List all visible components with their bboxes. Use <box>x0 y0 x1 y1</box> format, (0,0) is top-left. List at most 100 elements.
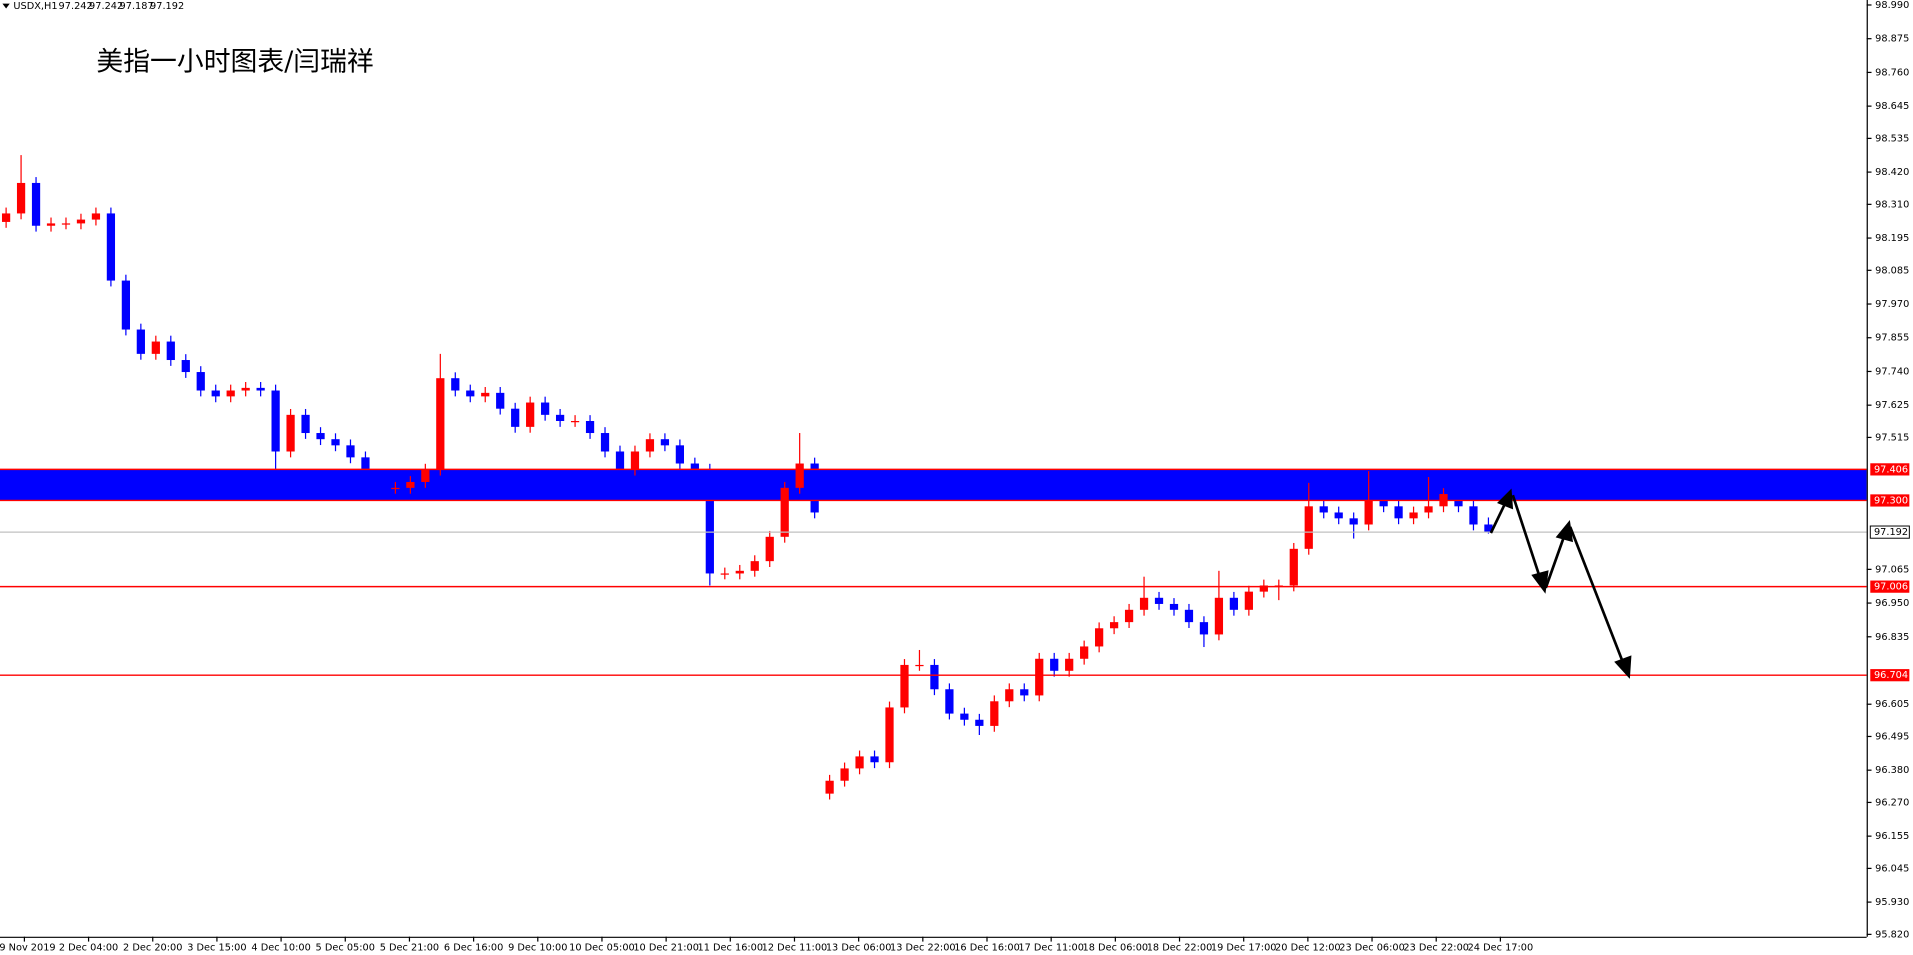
current-price-box <box>1869 525 1910 539</box>
candle-body <box>421 469 430 482</box>
y-tick-label: 96.380 <box>1875 765 1909 776</box>
x-tick-label: 5 Dec 05:00 <box>316 943 375 954</box>
candle-body <box>825 780 834 794</box>
candle-body <box>555 414 565 422</box>
y-tick-label: 98.420 <box>1875 167 1909 178</box>
candle-body <box>526 402 535 427</box>
candle-body <box>615 451 625 470</box>
candle-body <box>1124 609 1134 623</box>
x-tick-label: 10 Dec 05:00 <box>569 943 635 954</box>
candle-body <box>226 390 235 397</box>
candle-body <box>151 341 160 354</box>
candle-body <box>795 463 804 488</box>
candle-body <box>91 213 101 220</box>
x-tick-label: 9 Dec 10:00 <box>508 943 567 954</box>
x-tick-label: 24 Dec 17:00 <box>1468 943 1534 954</box>
candle-body <box>1109 622 1119 629</box>
x-tick-label: 18 Dec 06:00 <box>1083 943 1149 954</box>
candle-body <box>451 378 460 391</box>
candle-body <box>585 421 595 434</box>
x-tick-label: 13 Dec 22:00 <box>890 943 956 954</box>
y-tick-label: 98.195 <box>1875 233 1909 244</box>
candle-body <box>855 756 864 769</box>
candle-body <box>1424 506 1433 513</box>
candle-body <box>316 433 325 440</box>
y-tick-label: 96.835 <box>1875 632 1909 643</box>
candle-body <box>600 433 610 452</box>
header-close: 97.192 <box>150 1 184 12</box>
x-tick-label: 12 Dec 11:00 <box>762 943 828 954</box>
candle-body <box>436 378 445 470</box>
x-tick-label: 19 Dec 17:00 <box>1211 943 1277 954</box>
header-low: 97.187 <box>120 1 154 12</box>
x-tick-label: 20 Dec 12:00 <box>1275 943 1341 954</box>
candle-body <box>1244 591 1253 610</box>
candle-body <box>1169 603 1179 610</box>
candle-body <box>31 182 41 226</box>
candle-body <box>1 213 11 222</box>
candle-body <box>750 561 759 571</box>
forecast-arrows <box>1489 488 1632 679</box>
candle-body <box>481 392 490 397</box>
resistance-band <box>0 469 1867 501</box>
candle-body <box>705 469 714 574</box>
x-tick-label: 5 Dec 21:00 <box>380 943 439 954</box>
candle-body <box>720 573 729 575</box>
candle-body <box>361 457 370 476</box>
symbol-menu-icon[interactable] <box>2 3 10 9</box>
x-tick-label: 13 Dec 06:00 <box>826 943 892 954</box>
candle-body <box>675 445 685 464</box>
candle-body <box>1214 597 1224 635</box>
x-tick-label: 18 Dec 22:00 <box>1147 943 1213 954</box>
candle-body <box>765 536 774 562</box>
candle-body <box>1184 609 1194 623</box>
band-layer <box>0 469 1867 501</box>
candle-body <box>1304 506 1313 549</box>
candle-body <box>496 392 505 409</box>
y-tick-label: 97.515 <box>1875 432 1909 443</box>
candle-body <box>885 707 894 763</box>
x-tick-label: 11 Dec 16:00 <box>698 943 764 954</box>
candle-body <box>870 756 879 763</box>
y-tick-label: 98.760 <box>1875 67 1909 78</box>
candle-body <box>271 390 280 452</box>
candle-body <box>1334 512 1343 519</box>
candle-body <box>1349 518 1358 525</box>
y-tick-label: 97.855 <box>1875 333 1909 344</box>
candle-body <box>541 402 550 415</box>
candle-body <box>1080 646 1089 659</box>
candle-body <box>570 421 580 423</box>
candle-body <box>1484 524 1493 533</box>
candle-body <box>1364 500 1373 525</box>
arrow-head <box>1614 655 1632 679</box>
candle-body <box>900 664 909 708</box>
candle-body <box>1229 597 1239 610</box>
x-tick-label: 10 Dec 21:00 <box>633 943 699 954</box>
candle-body <box>1154 597 1164 604</box>
candle-body <box>61 223 71 225</box>
candle-body <box>735 570 744 574</box>
y-tick-label: 97.625 <box>1875 400 1909 411</box>
y-tick-label: 97.740 <box>1875 366 1909 377</box>
y-tick-label: 97.970 <box>1875 299 1909 310</box>
candle-body <box>1259 585 1268 592</box>
candle-body <box>1139 597 1149 610</box>
x-tick-label: 3 Dec 15:00 <box>187 943 246 954</box>
level-label: 97.406 <box>1874 464 1908 475</box>
candle-body <box>211 390 220 397</box>
level-layer: 97.406 97.300 97.006 96.704 97.192 <box>0 463 1910 682</box>
candle-body <box>1065 658 1074 671</box>
candle-body <box>376 475 385 488</box>
arrow-head <box>1497 488 1514 510</box>
candle-body <box>945 689 954 714</box>
candle-body <box>930 664 939 690</box>
y-tick-label: 97.065 <box>1875 564 1909 575</box>
candle-body <box>840 768 849 781</box>
level-label-box <box>1870 494 1910 507</box>
candle-body <box>1469 506 1478 525</box>
candle-body <box>630 451 640 470</box>
y-tick-label: 98.535 <box>1875 133 1909 144</box>
x-tick-label: 17 Dec 11:00 <box>1018 943 1084 954</box>
